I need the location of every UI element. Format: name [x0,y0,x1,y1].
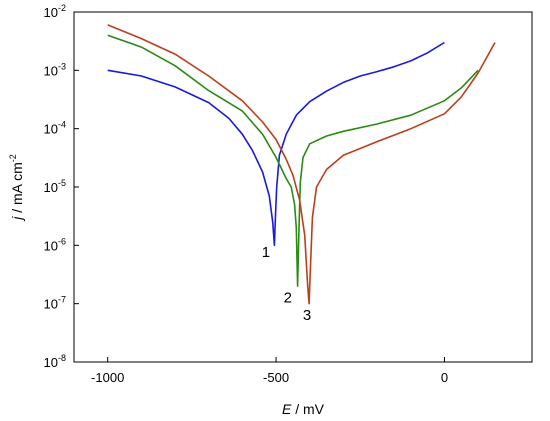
x-tick-label: -500 [263,370,289,385]
series-3-line [107,24,496,305]
x-axis-unit: / mV [291,401,324,417]
x-axis-symbol: E [282,401,292,417]
y-tick-label: 10-6 [44,236,66,253]
y-tick-base: 10 [44,297,58,312]
y-tick-label: 10-2 [44,3,66,20]
y-tick-exponent: -5 [58,178,66,188]
y-tick-base: 10 [44,122,58,137]
series-2-line [107,34,479,287]
y-tick-base: 10 [44,180,58,195]
y-tick-label: 10-4 [44,120,66,137]
y-tick-label: 10-5 [44,178,66,195]
y-tick-base: 10 [44,63,58,78]
x-tick-label: -1000 [91,370,124,385]
y-tick-label: 10-8 [44,353,66,370]
y-tick-exponent: -6 [58,236,66,246]
y-tick-label: 10-3 [44,61,66,78]
curve-labels: 1 23 [262,244,311,324]
y-tick-exponent: -4 [58,120,66,130]
y-tick-exponent: -7 [58,295,66,305]
series-3-label: 3 [303,307,311,324]
y-axis-unit: / mA cm [9,162,25,216]
y-tick-exponent: -8 [58,353,66,363]
y-tick-base: 10 [44,5,58,20]
y-axis-unit-exponent: -2 [8,154,18,162]
series-1-line [107,41,445,247]
y-tick-base: 10 [44,238,58,253]
x-axis-label: E / mV [282,401,325,417]
y-tick-exponent: -2 [58,3,66,13]
series-2-label: 2 [284,289,292,306]
axis-ticks: -1000 -500 010-210-310-410-510-610-710-8 [44,3,449,385]
y-tick-exponent: -3 [58,61,66,71]
y-tick-base: 10 [44,355,58,370]
x-tick-label: 0 [441,370,448,385]
y-tick-label: 10-7 [44,295,66,312]
y-axis-symbol: j [9,216,25,222]
series-1-label: 1 [262,244,270,261]
y-axis-label: j / mA cm-2 [8,154,25,222]
curves [107,24,496,305]
